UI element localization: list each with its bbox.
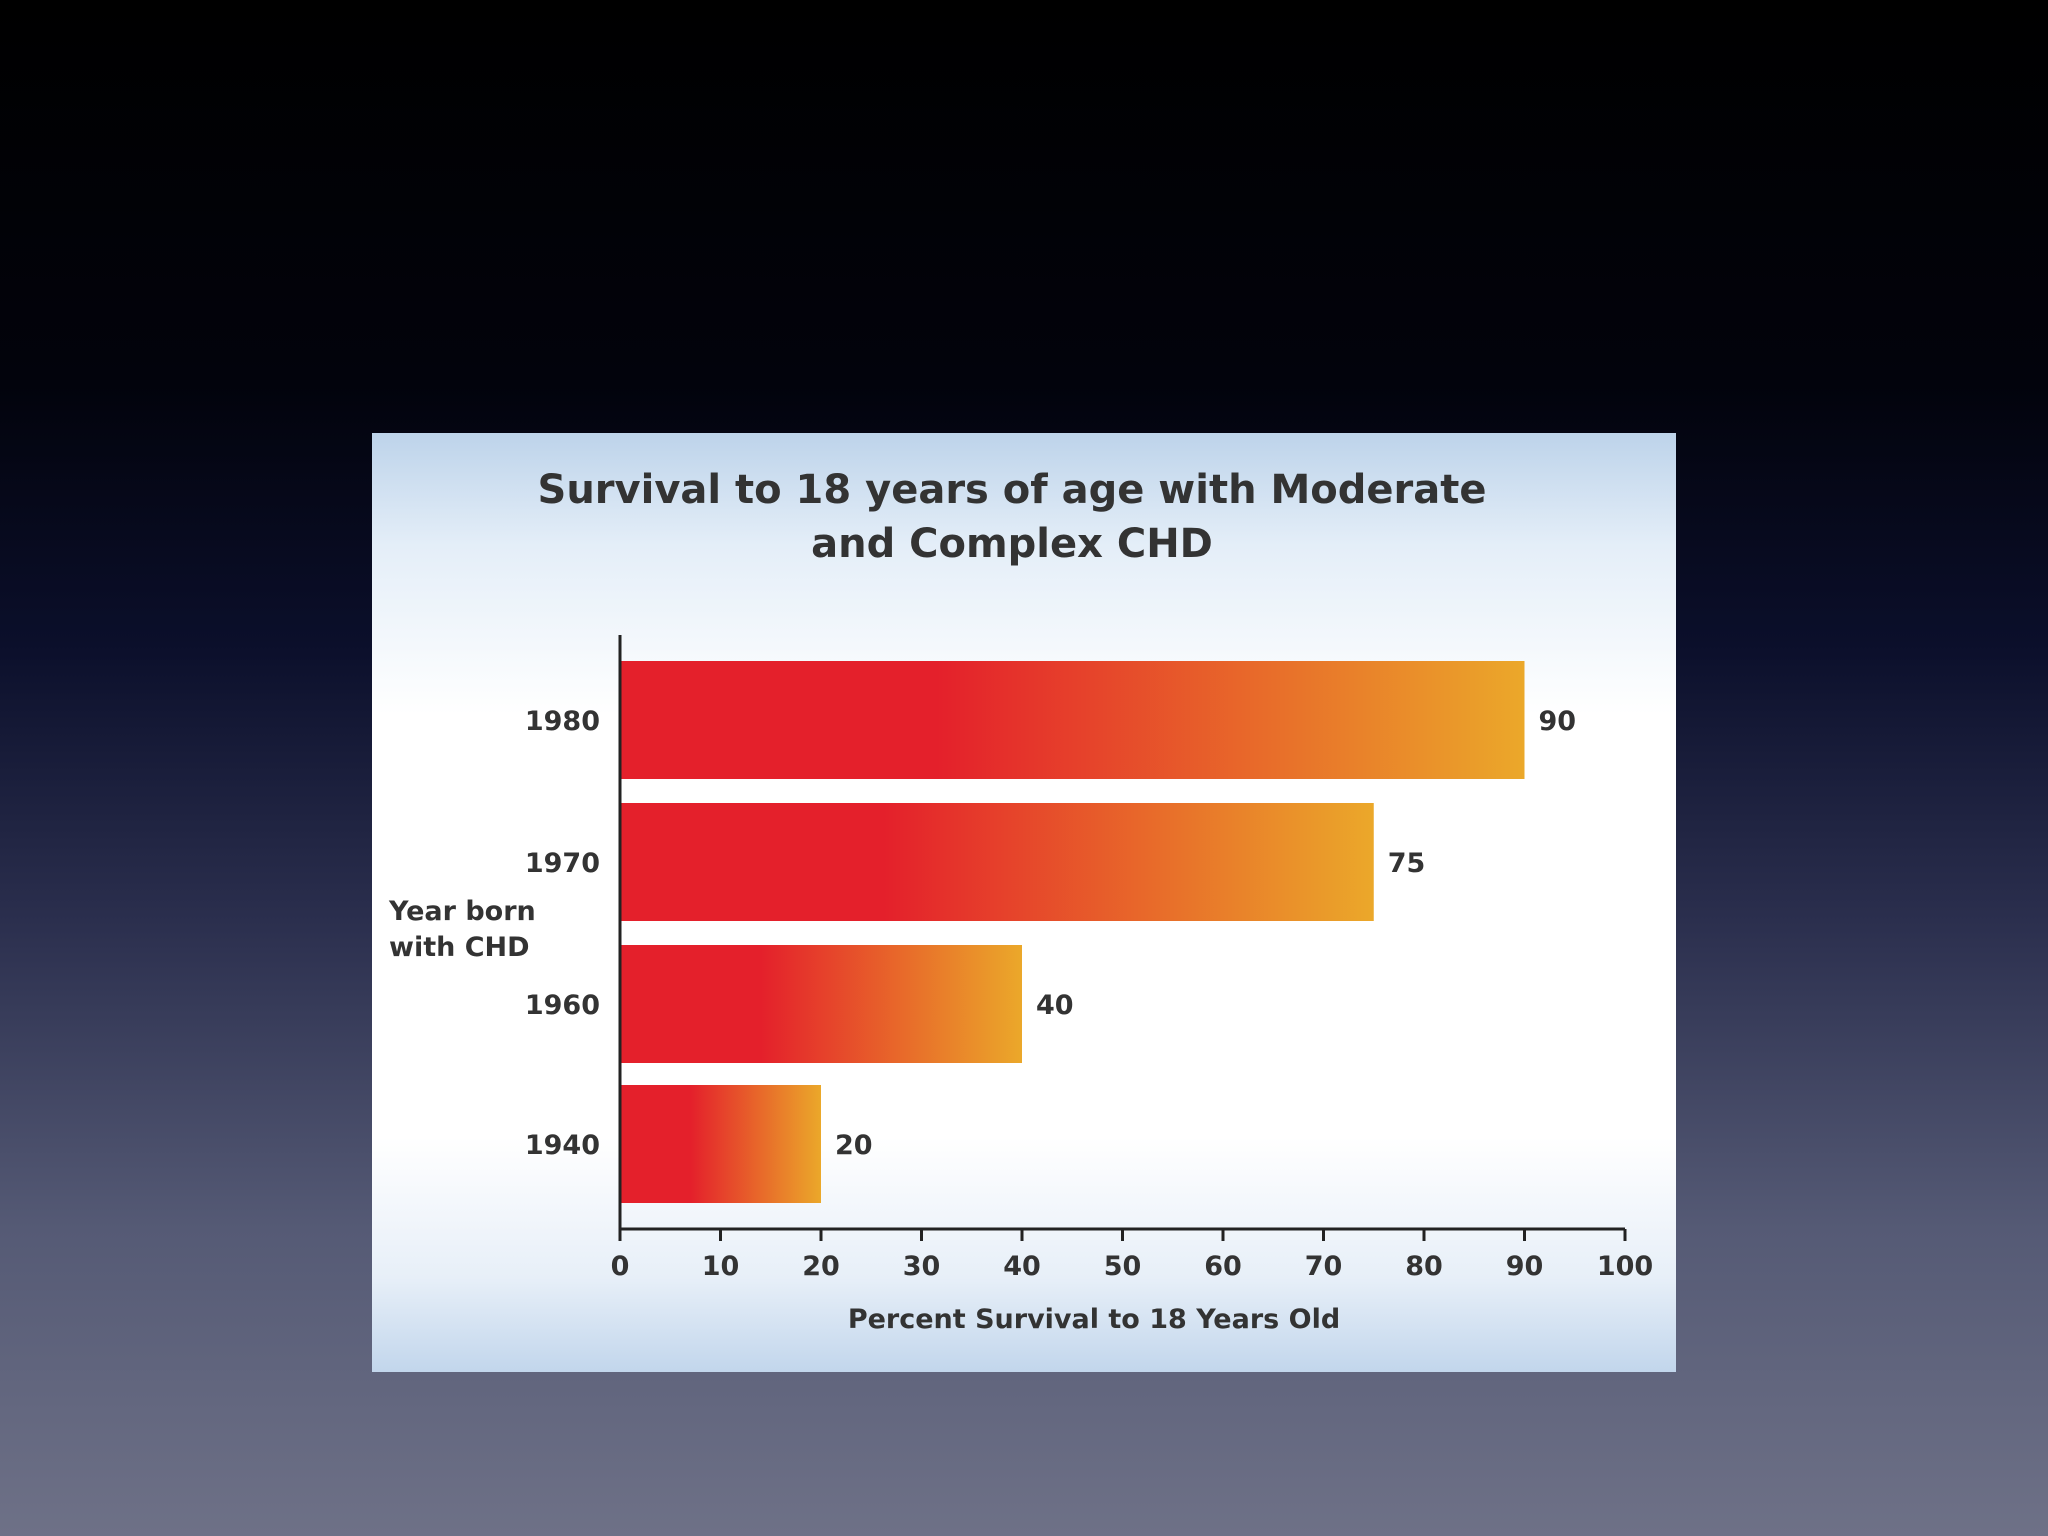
data-label-1960: 40 bbox=[1036, 990, 1074, 1021]
bar-1960 bbox=[620, 945, 1022, 1063]
x-tick-label-10: 10 bbox=[702, 1251, 740, 1282]
x-tick-label-20: 20 bbox=[802, 1251, 840, 1282]
x-tick-label-50: 50 bbox=[1104, 1251, 1142, 1282]
x-tick-label-30: 30 bbox=[903, 1251, 941, 1282]
x-tick-label-80: 80 bbox=[1405, 1251, 1443, 1282]
x-tick-label-0: 0 bbox=[611, 1251, 630, 1282]
data-label-1940: 20 bbox=[835, 1130, 873, 1161]
chart-panel: Survival to 18 years of age with Moderat… bbox=[372, 433, 1676, 1372]
x-tick-label-90: 90 bbox=[1506, 1251, 1544, 1282]
y-axis-label-line-1: Year born bbox=[388, 896, 536, 927]
x-tick-label-70: 70 bbox=[1305, 1251, 1343, 1282]
chart-title-line-2: and Complex CHD bbox=[811, 521, 1213, 567]
x-tick-label-60: 60 bbox=[1204, 1251, 1242, 1282]
bar-1940 bbox=[620, 1085, 821, 1203]
bar-1980 bbox=[620, 661, 1525, 779]
data-label-1970: 75 bbox=[1388, 848, 1426, 879]
bar-1970 bbox=[620, 803, 1374, 921]
y-tick-label-1940: 1940 bbox=[525, 1130, 600, 1161]
chart-title-line-1: Survival to 18 years of age with Moderat… bbox=[538, 467, 1487, 513]
y-axis-label-line-2: with CHD bbox=[389, 932, 530, 963]
data-label-1980: 90 bbox=[1539, 706, 1577, 737]
x-tick-label-100: 100 bbox=[1597, 1251, 1653, 1282]
x-axis-label: Percent Survival to 18 Years Old bbox=[848, 1304, 1340, 1335]
y-tick-label-1980: 1980 bbox=[525, 706, 600, 737]
y-tick-label-1960: 1960 bbox=[525, 990, 600, 1021]
x-tick-label-40: 40 bbox=[1003, 1251, 1041, 1282]
y-tick-label-1970: 1970 bbox=[525, 848, 600, 879]
bar-chart: Survival to 18 years of age with Moderat… bbox=[388, 467, 1653, 1335]
